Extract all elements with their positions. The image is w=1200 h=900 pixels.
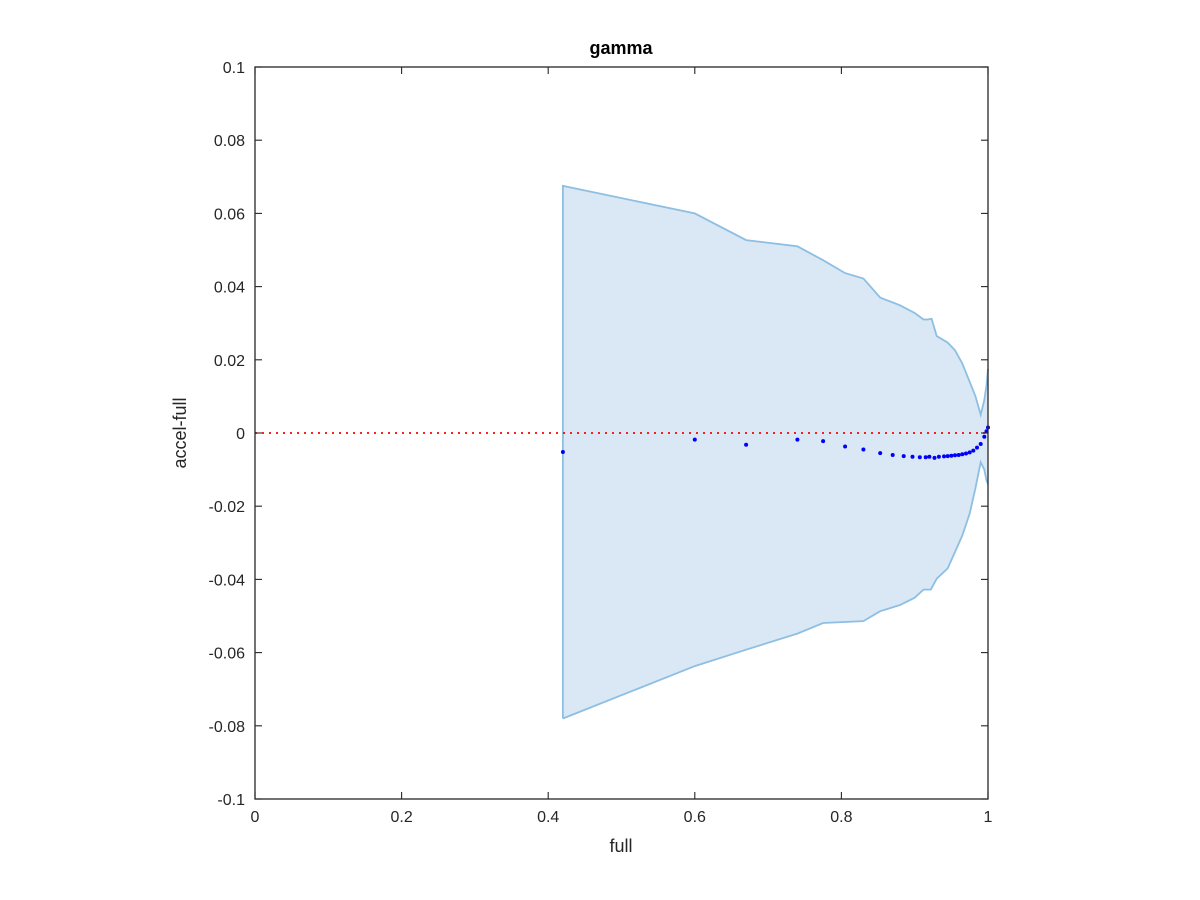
x-tick-label: 0.8 [830,809,852,826]
y-axis-label: accel-full [170,397,190,468]
data-point [971,448,976,453]
x-axis-label: full [609,836,632,856]
band-fill [562,185,988,719]
data-point [927,454,932,459]
data-point [923,455,928,460]
data-point [956,453,961,457]
data-point [960,452,965,457]
x-tick-label: 0.2 [390,809,412,826]
data-point [692,437,697,442]
data-point [843,444,848,449]
y-tick-label: 0 [236,426,245,443]
confidence-band [561,184,989,720]
data-point [744,442,749,447]
data-point [982,434,987,439]
y-tick-label: 0.04 [214,280,245,297]
data-point [967,450,972,455]
x-tick-label: 1 [984,809,993,826]
y-tick-label: -0.1 [217,792,245,809]
data-point [964,451,968,456]
data-points [560,425,990,460]
data-point [861,447,866,452]
y-tick-label: -0.08 [209,719,246,736]
data-point [978,442,983,446]
data-point [953,453,957,458]
data-point [975,445,979,450]
y-tick-label: -0.02 [209,499,246,516]
axis-ticks: 0 0.2 0.4 0.6 0.8 1 -0.1 -0.08 -0.06 -0.04 -0.02 0 0… [209,60,993,826]
data-point [949,453,954,458]
data-point [945,454,950,459]
data-point [932,455,937,460]
data-point [942,454,946,459]
x-tick-label: 0.6 [684,809,706,826]
data-point [878,451,883,456]
data-point [910,454,915,459]
y-tick-label: 0.08 [214,133,245,150]
data-point [560,450,565,454]
data-point [890,453,895,457]
data-point [936,454,941,459]
data-point [917,455,922,460]
y-tick-label: -0.06 [209,646,246,663]
y-tick-label: 0.06 [214,206,245,223]
data-point [795,437,800,442]
x-tick-label: 0 [251,809,260,826]
y-tick-label: -0.04 [209,572,246,589]
x-tick-label: 0.4 [537,809,559,826]
y-tick-label: 0.02 [214,353,245,370]
chart-title: gamma [589,38,653,58]
data-point [821,439,826,444]
band-lower-edge [562,459,989,720]
y-tick-label: 0.1 [223,60,245,77]
band-upper-edge [561,184,989,719]
data-point [901,454,906,459]
